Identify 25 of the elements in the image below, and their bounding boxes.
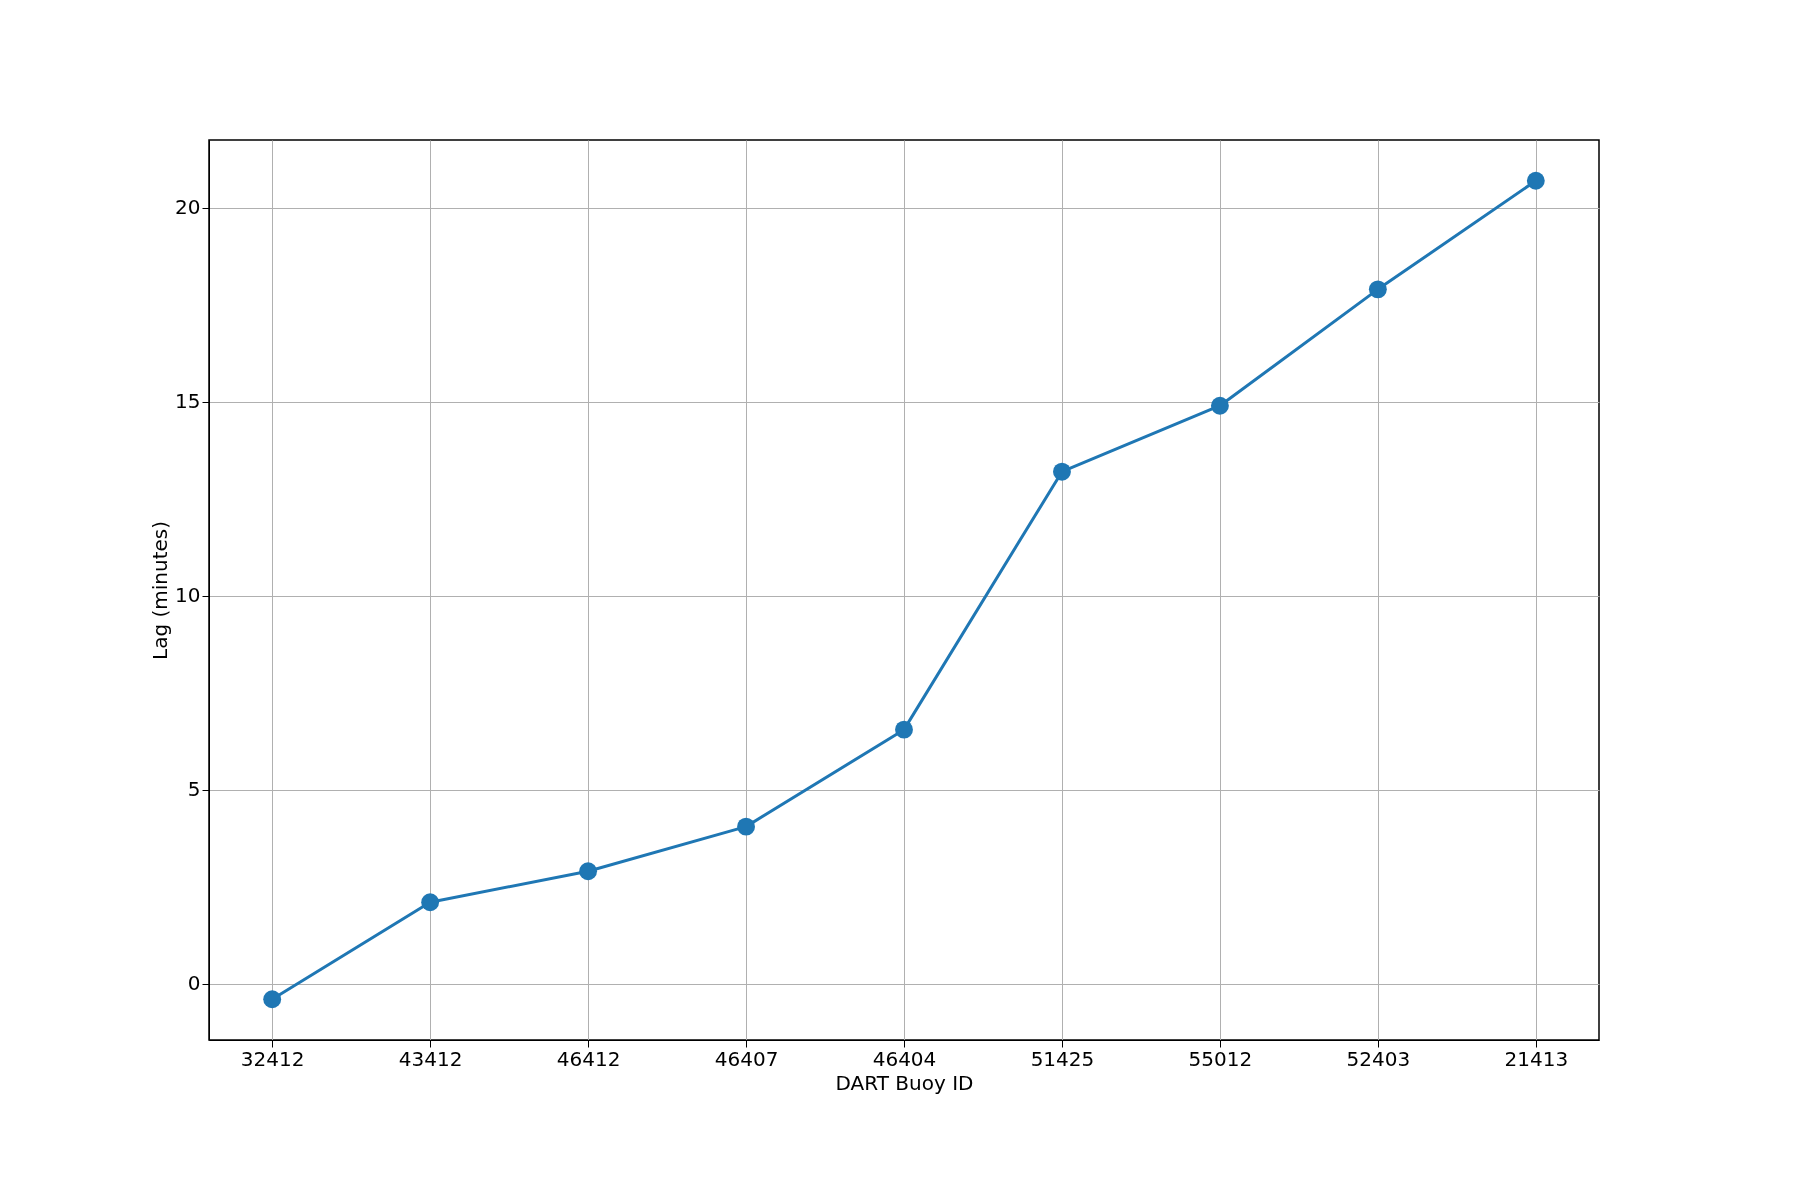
x-tick-label: 21413 [1504, 1046, 1569, 1071]
point [1526, 171, 1545, 190]
x-tick-label: 55012 [1188, 1046, 1253, 1071]
y-tick-label: 15 [175, 389, 201, 414]
y-tick-label: 10 [175, 583, 201, 608]
x-tick-label: 32412 [240, 1046, 305, 1071]
point [263, 990, 282, 1009]
x-tick-label: 43412 [398, 1046, 463, 1071]
x-tick-label: 52403 [1346, 1046, 1411, 1071]
x-tick-label: 51425 [1030, 1046, 1095, 1071]
x-axis-title: DART Buoy ID [835, 1070, 974, 1095]
y-tick-label: 5 [187, 777, 201, 802]
point [1210, 396, 1229, 415]
point [895, 720, 913, 739]
x-tick-label: 46407 [714, 1046, 779, 1071]
point [421, 893, 440, 912]
point [1053, 462, 1071, 481]
x-tick-label: 46412 [556, 1046, 621, 1071]
x-tick-label: 46404 [872, 1046, 937, 1071]
point [737, 817, 755, 836]
y-axis-title: Lag (minutes) [148, 520, 173, 661]
y-tick-label: 0 [187, 971, 201, 996]
point [579, 862, 598, 881]
y-tick-label: 20 [175, 195, 201, 220]
point [1368, 280, 1387, 299]
